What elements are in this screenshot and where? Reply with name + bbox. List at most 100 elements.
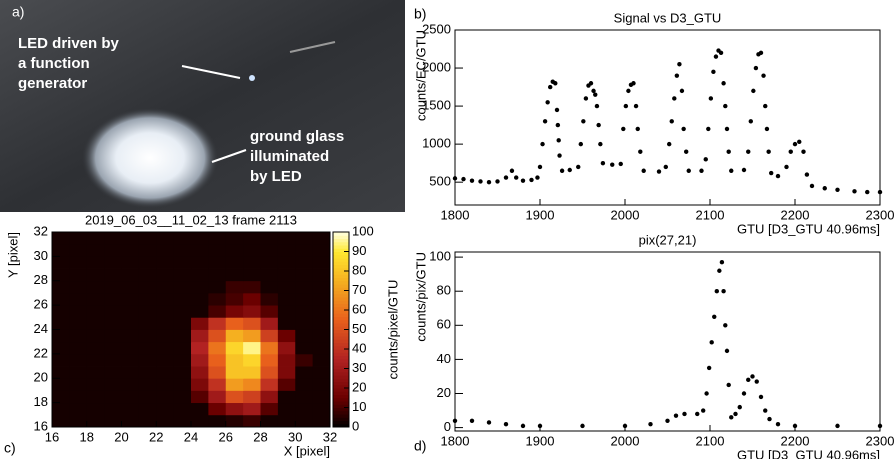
heatmap-cell: [295, 366, 314, 379]
heatmap-cell: [277, 353, 296, 367]
heatmap-cell: [104, 305, 122, 318]
heatmap-cell: [52, 378, 70, 391]
heatmap-cell: [121, 317, 140, 330]
data-point: [503, 421, 509, 427]
heatmap-cell: [208, 256, 227, 269]
data-point: [553, 81, 558, 86]
data-point: [750, 374, 755, 379]
heatmap-cell: [225, 280, 244, 294]
heatmap-cell: [243, 244, 261, 257]
data-point: [763, 103, 768, 109]
colorbar-segment: [333, 371, 349, 376]
heatmap-cell: [104, 366, 122, 379]
colorbar-segment: [333, 358, 349, 363]
led: [249, 75, 255, 81]
data-point: [746, 149, 751, 154]
data-point: [721, 289, 726, 294]
data-point: [461, 176, 466, 182]
heatmap-cell: [104, 378, 122, 391]
data-point: [764, 126, 770, 132]
colorbar-segment: [333, 420, 349, 425]
heatmap-cell: [86, 414, 105, 428]
heatmap-cell: [191, 366, 209, 379]
colorbar-tick-label: 10: [352, 399, 366, 414]
heatmap-cell: [312, 317, 331, 330]
heatmap-cell: [208, 232, 227, 245]
heatmap-cell: [225, 292, 244, 306]
data-point: [557, 153, 562, 158]
heatmap-cell: [156, 366, 175, 379]
data-point: [542, 119, 548, 124]
colorbar-segment: [333, 352, 349, 356]
heatmap-cell: [225, 341, 244, 355]
data-point: [679, 88, 685, 94]
heatmap-cell: [156, 414, 175, 428]
data-point: [469, 178, 475, 183]
data-point: [486, 179, 492, 185]
colorbar-segment: [333, 306, 349, 311]
heatmap-cell: [86, 390, 105, 404]
colorbar-segment: [333, 384, 349, 389]
data-point: [877, 423, 883, 429]
colorbar-segment: [333, 342, 349, 347]
heatmap-cell: [69, 378, 88, 391]
y-tick-label: 24: [34, 321, 48, 336]
heatmap-cell: [208, 280, 227, 294]
colorbar-segment: [333, 251, 349, 256]
heatmap-cell: [138, 341, 157, 355]
data-point: [581, 119, 586, 124]
colorbar-segment: [333, 277, 349, 282]
data-point: [758, 394, 764, 400]
data-point: [724, 126, 730, 132]
colorbar-tick-label: 50: [352, 321, 366, 336]
heatmap-cell: [312, 378, 331, 391]
data-point: [753, 65, 759, 71]
data-point: [775, 421, 781, 427]
heatmap-cell: [225, 317, 244, 330]
data-point: [748, 119, 753, 124]
data-point: [792, 141, 798, 147]
data-point: [723, 323, 728, 328]
heatmap-cell: [173, 414, 192, 428]
heatmap-cell: [243, 268, 261, 282]
heatmap-cell: [243, 256, 261, 269]
heatmap-cell: [52, 292, 70, 306]
colorbar-segment: [333, 401, 349, 405]
heatmap-cell: [260, 232, 279, 245]
y-tick-label: 16: [34, 418, 48, 433]
heatmap-cell: [86, 305, 105, 318]
heatmap-cell: [260, 280, 279, 294]
colorbar-segment: [333, 319, 349, 324]
heatmap-cell: [138, 232, 157, 245]
heatmap-cell: [260, 256, 279, 269]
heatmap-cell: [191, 353, 209, 367]
heatmap-cell: [191, 317, 209, 330]
heatmap-cell: [52, 232, 70, 245]
colorbar-segment: [333, 339, 349, 343]
panel-label: a): [12, 4, 24, 20]
heatmap-cell: [121, 305, 140, 318]
heatmap-cell: [191, 256, 209, 269]
heatmap-cell: [277, 280, 296, 294]
data-point: [559, 168, 565, 173]
heatmap-cell: [260, 292, 279, 306]
pointer-line: [181, 65, 241, 79]
heatmap-cell: [243, 366, 261, 379]
heatmap-cell: [52, 244, 70, 257]
heatmap-cell: [86, 341, 105, 355]
photo: LED driven by a function generator groun…: [0, 0, 405, 212]
photo-label: illuminated: [250, 148, 329, 165]
data-point: [711, 69, 716, 75]
heatmap-cell: [208, 317, 227, 330]
heatmap-cell: [243, 390, 261, 404]
data-point: [667, 141, 672, 147]
heatmap-cell: [156, 341, 175, 355]
colorbar-tick-label: 30: [352, 360, 366, 375]
heatmap-cell: [225, 256, 244, 269]
heatmap-cell: [104, 268, 122, 282]
data-point: [591, 88, 596, 94]
colorbar-segment: [333, 264, 349, 269]
data-point: [593, 92, 598, 97]
colorbar-segment: [333, 407, 349, 412]
heatmap-cell: [243, 402, 261, 416]
